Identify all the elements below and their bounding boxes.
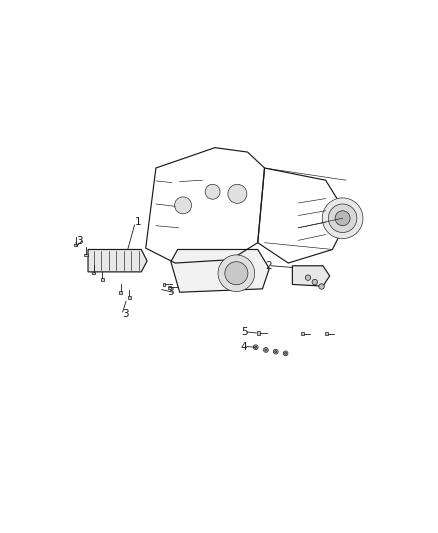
Circle shape: [335, 211, 350, 225]
Circle shape: [275, 351, 277, 353]
Polygon shape: [88, 249, 147, 272]
Bar: [128, 296, 131, 298]
Circle shape: [175, 197, 191, 214]
Circle shape: [322, 198, 363, 239]
Polygon shape: [171, 249, 269, 292]
Circle shape: [285, 352, 286, 354]
Circle shape: [319, 284, 324, 289]
Bar: [74, 244, 78, 246]
Polygon shape: [293, 266, 330, 286]
Text: 3: 3: [167, 287, 173, 297]
Text: 4: 4: [241, 342, 247, 352]
Text: 3: 3: [76, 236, 82, 246]
Circle shape: [312, 279, 318, 285]
Bar: [120, 291, 123, 294]
Circle shape: [205, 184, 220, 199]
Bar: [258, 332, 260, 335]
Circle shape: [283, 351, 288, 356]
Circle shape: [328, 204, 357, 232]
Bar: [92, 272, 95, 274]
Bar: [325, 332, 328, 335]
Text: 1: 1: [134, 217, 141, 227]
Circle shape: [254, 346, 257, 348]
Bar: [162, 283, 165, 286]
Bar: [301, 332, 304, 335]
Bar: [101, 278, 104, 281]
Circle shape: [218, 255, 254, 292]
Bar: [169, 286, 171, 289]
Text: 2: 2: [265, 261, 272, 271]
Circle shape: [253, 345, 258, 350]
Circle shape: [225, 262, 248, 285]
Text: 5: 5: [241, 327, 247, 337]
Circle shape: [273, 349, 278, 354]
Circle shape: [265, 349, 267, 351]
Circle shape: [228, 184, 247, 203]
Text: 3: 3: [123, 309, 129, 319]
Circle shape: [305, 275, 311, 280]
Bar: [85, 254, 88, 256]
Circle shape: [264, 348, 268, 352]
